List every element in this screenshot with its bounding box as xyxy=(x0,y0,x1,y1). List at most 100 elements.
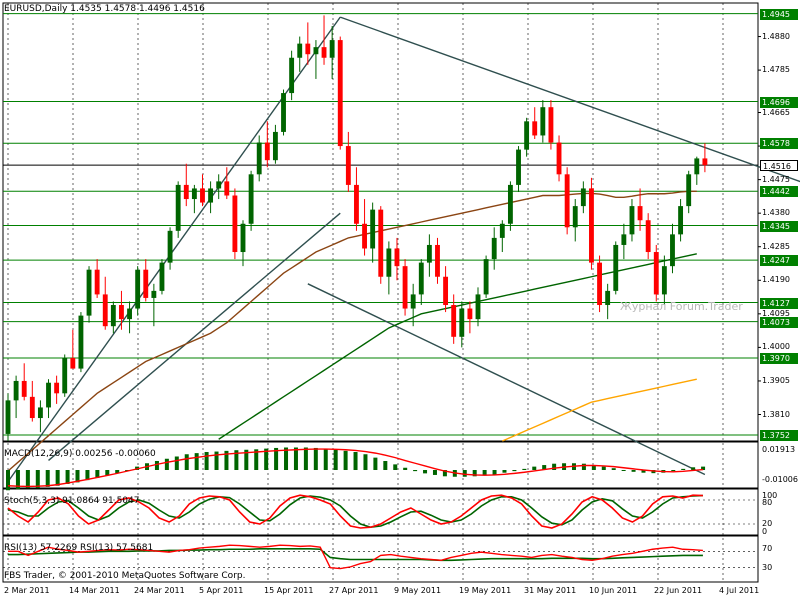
macd-histogram-bar xyxy=(701,466,706,470)
macd-histogram-bar xyxy=(303,447,308,470)
candle-body xyxy=(175,184,181,231)
macd-histogram-bar xyxy=(204,452,209,470)
date-label: 14 Mar 2011 xyxy=(69,586,120,595)
macd-histogram-bar xyxy=(581,463,586,470)
candle-body xyxy=(78,315,84,369)
macd-histogram-bar xyxy=(105,470,110,476)
macd-histogram-bar xyxy=(601,466,606,470)
macd-histogram-bar xyxy=(313,447,318,470)
stoch-panel-frame xyxy=(2,488,759,536)
price-axis-label: 1.4880 xyxy=(762,31,790,41)
candle-body xyxy=(702,158,708,166)
candle-body xyxy=(605,290,611,306)
candle-body xyxy=(556,142,562,175)
candle-body xyxy=(102,294,108,327)
price-axis-label: 1.3810 xyxy=(762,409,790,419)
macd-histogram-bar xyxy=(95,470,100,478)
date-label: 5 Apr 2011 xyxy=(199,586,244,595)
candle-body xyxy=(21,380,27,397)
candle-body xyxy=(70,357,76,369)
macd-histogram-bar xyxy=(115,470,120,474)
candle-body xyxy=(143,269,149,298)
macd-histogram-bar xyxy=(542,465,547,470)
candle-body xyxy=(678,206,684,235)
candle-body xyxy=(362,223,367,249)
candle-body xyxy=(370,209,376,249)
candle-body xyxy=(183,184,189,200)
macd-histogram-bar xyxy=(194,453,199,470)
macd-histogram-bar xyxy=(432,470,437,475)
candle-body xyxy=(264,142,270,161)
macd-histogram-bar xyxy=(472,470,477,477)
price-axis-label: 1.4095 xyxy=(762,308,790,318)
candle-body xyxy=(491,237,497,260)
price-axis-label: 1.4380 xyxy=(762,208,790,218)
ma-mid-line xyxy=(218,253,697,440)
level-label: 1.4696 xyxy=(760,96,798,108)
candle-body xyxy=(564,174,570,228)
level-label: 1.4247 xyxy=(760,255,798,267)
price-axis-label: 1.4000 xyxy=(762,342,790,352)
candle-body xyxy=(410,294,416,309)
trend-line-down-lower xyxy=(307,283,706,476)
candle-body xyxy=(54,382,60,394)
candle-body xyxy=(507,184,513,224)
candle-body xyxy=(386,248,392,277)
price-axis-label: 1.4785 xyxy=(762,65,790,75)
macd-histogram-bar xyxy=(691,467,696,470)
stoch-axis-20: 20 xyxy=(762,519,773,528)
macd-histogram-bar xyxy=(611,468,616,470)
candle-body xyxy=(5,400,11,434)
macd-histogram-bar xyxy=(482,470,487,476)
candle-body xyxy=(637,206,643,221)
date-label: 24 Mar 2011 xyxy=(134,586,185,595)
candle-body xyxy=(240,223,246,253)
candle-body xyxy=(572,206,578,228)
candle-body xyxy=(580,188,586,207)
candle-body xyxy=(613,244,619,291)
candle-body xyxy=(208,188,214,203)
macd-histogram-bar xyxy=(532,466,537,470)
macd-histogram-bar xyxy=(492,470,497,475)
price-axis-label: 1.4285 xyxy=(762,241,790,251)
candle-body xyxy=(46,382,51,408)
candle-body xyxy=(418,262,424,295)
price-axis-label: 1.4190 xyxy=(762,275,790,285)
candle-body xyxy=(232,195,238,253)
level-label: 1.4442 xyxy=(760,186,798,198)
candle-body xyxy=(661,266,667,295)
macd-histogram-bar xyxy=(184,454,189,470)
level-label: 1.4073 xyxy=(760,316,798,328)
macd-histogram-bar xyxy=(254,449,259,470)
candle-body xyxy=(289,57,295,94)
macd-histogram-bar xyxy=(6,470,10,491)
candle-body xyxy=(167,230,173,263)
candle-body xyxy=(13,380,19,401)
macd-histogram-bar xyxy=(413,470,418,472)
candle-body xyxy=(62,357,68,394)
copyright-text: FBS Trader, © 2001-2010 MetaQuotes Softw… xyxy=(4,571,246,581)
date-label: 31 May 2011 xyxy=(524,586,577,595)
candle-body xyxy=(191,188,197,200)
candle-body xyxy=(151,290,157,298)
date-label: 19 May 2011 xyxy=(459,586,512,595)
candle-body xyxy=(459,308,465,337)
macd-histogram-bar xyxy=(423,470,428,474)
candle-body xyxy=(402,266,408,309)
rsi-green-line xyxy=(8,548,703,562)
date-label: 4 Jul 2011 xyxy=(719,586,760,595)
macd-histogram-bar xyxy=(234,450,239,470)
macd-histogram-bar xyxy=(353,452,358,470)
price-axis-label: 1.4475 xyxy=(762,174,790,184)
stoch-axis-100: 100 xyxy=(762,491,778,500)
macd-histogram-bar xyxy=(502,470,507,473)
macd-histogram-bar xyxy=(462,470,467,477)
level-label: 1.3970 xyxy=(760,352,798,364)
macd-histogram-bar xyxy=(164,458,169,470)
candle-body xyxy=(435,244,440,277)
candle-body xyxy=(345,146,351,185)
candle-body xyxy=(653,252,659,295)
candle-body xyxy=(37,407,43,419)
